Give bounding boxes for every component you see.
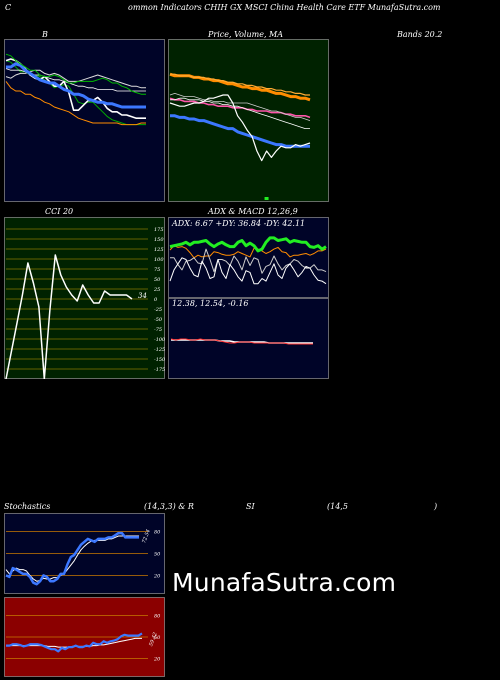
macd-bg [168, 298, 329, 379]
ma-gray-line-1 [169, 93, 311, 121]
cci-tick-0: 175 [154, 227, 164, 233]
cci-tick-11: -100 [154, 337, 165, 343]
rsi-tick-2: 20 [153, 657, 161, 663]
cci-tick-12: -125 [154, 347, 165, 353]
cci-tick-2: 125 [154, 247, 164, 253]
header-title: ommon Indicators CHIH GX MSCI China Heal… [128, 3, 441, 12]
ma-thick-line-4 [6, 62, 146, 109]
cci-tick-14: -175 [154, 367, 165, 373]
volume-bar-20 [264, 197, 269, 200]
cci-bg [4, 217, 165, 379]
header-c: C [5, 3, 12, 12]
stoch-value-label: 72.54 [141, 529, 152, 545]
adx-values: ADX: 6.67 +DY: 36.84 -DY: 42.11 [172, 219, 306, 228]
stoch-k-line [5, 531, 139, 586]
cci-tick-8: -25 [154, 307, 162, 313]
cci-tick-13: -150 [154, 357, 165, 363]
macd-line [170, 338, 313, 345]
cci-tick-4: 75 [154, 267, 160, 273]
watermark: MunafaSutra.com [172, 568, 397, 597]
adx-plus-di-line [169, 245, 327, 259]
rsi-value-label: 59.42 [148, 632, 159, 648]
stoch-tick-2: 20 [153, 573, 161, 579]
lower-band-line-6 [5, 81, 146, 126]
macd-chart [168, 298, 329, 379]
stoch-d-line [5, 535, 139, 582]
cci-value-label: 34 [138, 292, 147, 300]
adx-line [169, 236, 327, 253]
price-ma-label: Price, Volume, MA [208, 30, 284, 39]
macd-values: 12.38, 12.54, -0.16 [172, 299, 249, 308]
stoch-params: (14,3,3) & R [144, 502, 194, 511]
cci-tick-1: 150 [154, 237, 164, 243]
bands-value-label: Bands 20.2 [397, 30, 443, 39]
adx-bg [168, 217, 329, 298]
stoch-tick-0: 80 [154, 530, 161, 536]
cci-line [5, 254, 133, 379]
rsi-line [6, 632, 143, 653]
paren-label: ) [434, 502, 438, 511]
rsi-params: (14,5 [327, 502, 348, 511]
cci-chart: 175 150 125 100 75 50 25 0 -25 -50 -75 -100 -125 -150… [4, 217, 165, 379]
ma-orange-thin-line [170, 73, 310, 96]
adx-aux-line [169, 257, 327, 285]
bollinger-bands-chart [4, 39, 165, 202]
rsi-tick-1: 50 [154, 635, 161, 641]
cci-label: CCI 20 [45, 207, 74, 216]
price-line [169, 94, 311, 162]
stoch-label: Stochastics [4, 502, 51, 511]
adx-chart [168, 217, 329, 298]
adx-macd-label: ADX & MACD 12,26,9 [208, 207, 298, 216]
rsi-tick-0: 80 [154, 613, 161, 619]
si-label: SI [246, 502, 255, 511]
cci-tick-7: 0 [154, 297, 158, 303]
cci-tick-5: 50 [154, 277, 161, 283]
cci-tick-9: -50 [154, 317, 163, 323]
bands-label: B [42, 30, 48, 39]
stoch-tick-1: 50 [154, 552, 161, 558]
cci-tick-10: -75 [154, 327, 162, 333]
upper-band-line-5 [5, 53, 146, 95]
ma-blue-line [170, 114, 310, 148]
price-volume-ma-chart [168, 39, 329, 202]
adx-minus-di-line [170, 248, 327, 274]
rsi-chart: 80 50 20 59.42 [4, 597, 165, 677]
cci-tick-6: 25 [153, 287, 160, 293]
stochastics-chart: 80 50 20 72.54 [4, 513, 165, 594]
ma-gray-line-2 [170, 97, 310, 129]
cci-tick-3: 100 [154, 257, 164, 263]
